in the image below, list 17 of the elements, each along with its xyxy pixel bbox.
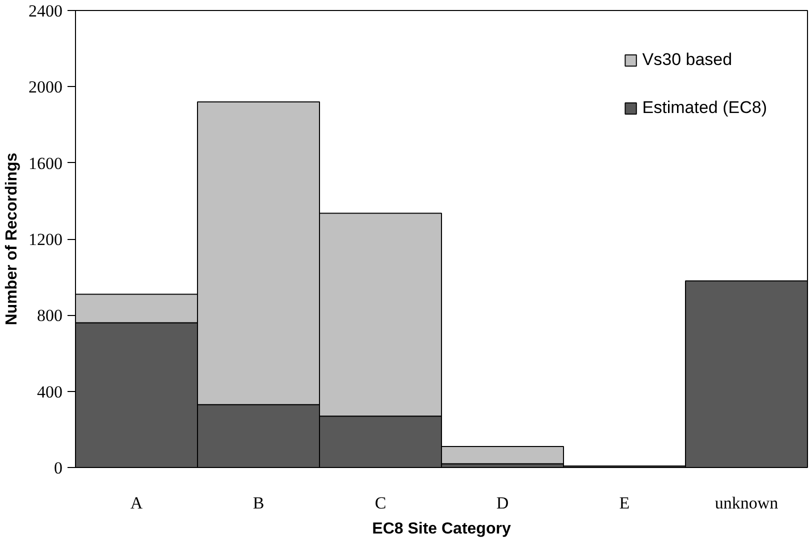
y-axis-title: Number of Recordings [4, 152, 20, 326]
y-tick-label: 400 [37, 382, 62, 402]
x-tick-label: unknown [714, 494, 779, 512]
x-tick-label: B [252, 494, 264, 512]
y-tick-label: 2000 [28, 78, 62, 97]
y-tick-label: 1200 [28, 230, 62, 249]
x-tick-label: A [130, 494, 144, 512]
y-tick-label: 800 [37, 306, 62, 326]
y-tick-label: 2400 [28, 2, 62, 20]
legend-label: Estimated (EC8) [642, 98, 767, 118]
legend-label: Vs30 based [642, 50, 732, 70]
x-tick-label: D [496, 494, 509, 512]
x-axis-title: EC8 Site Category [372, 520, 511, 538]
x-tick-label: C [374, 494, 386, 512]
x-tick-label: E [619, 494, 630, 512]
y-tick-label: 0 [54, 458, 62, 478]
y-tick-label: 1600 [28, 154, 62, 173]
